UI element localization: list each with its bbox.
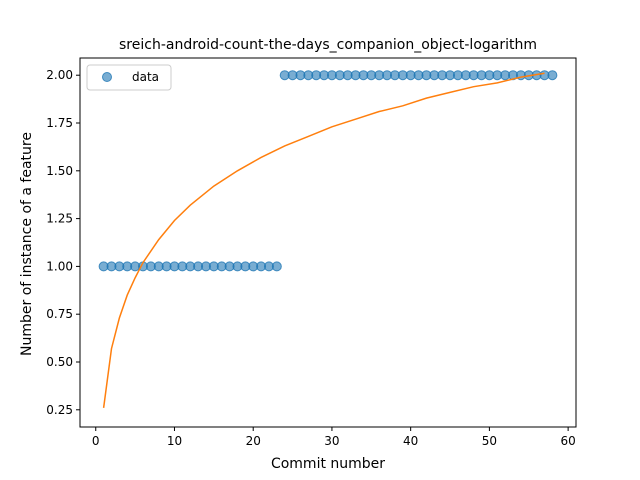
- data-point: [547, 70, 558, 81]
- x-tick-label: 10: [167, 434, 182, 448]
- x-tick-label: 40: [403, 434, 418, 448]
- axes-frame: [79, 57, 577, 428]
- y-tick-label: 1.75: [46, 116, 73, 130]
- x-axis-label: Commit number: [271, 456, 385, 472]
- y-axis-ticks: 0.25 0.50 0.75 1.00 1.25 1.50 1.75 2.00: [46, 68, 80, 417]
- x-axis-ticks: 0 10 20 30 40 50 60: [92, 427, 576, 448]
- y-axis-label: Number of instance of a feature: [19, 132, 35, 356]
- data-point: [271, 261, 282, 272]
- x-tick-label: 50: [482, 434, 497, 448]
- plot-area: [98, 70, 558, 408]
- legend: data: [86, 64, 172, 91]
- y-tick-label: 0.50: [46, 355, 73, 369]
- legend-label-data: data: [132, 70, 159, 84]
- fit-line: [102, 72, 545, 408]
- x-tick-label: 20: [246, 434, 261, 448]
- y-tick-label: 0.75: [46, 307, 73, 321]
- legend-box: [86, 64, 172, 91]
- y-tick-label: 1.00: [46, 259, 73, 273]
- y-tick-label: 2.00: [46, 68, 73, 82]
- legend-marker-data: [102, 72, 112, 82]
- y-tick-label: 1.25: [46, 212, 73, 226]
- y-tick-label: 1.50: [46, 164, 73, 178]
- x-tick-label: 60: [560, 434, 575, 448]
- x-tick-label: 30: [324, 434, 339, 448]
- y-tick-label: 0.25: [46, 403, 73, 417]
- x-tick-label: 0: [92, 434, 100, 448]
- chart-title: sreich-android-count-the-days_companion_…: [119, 37, 537, 53]
